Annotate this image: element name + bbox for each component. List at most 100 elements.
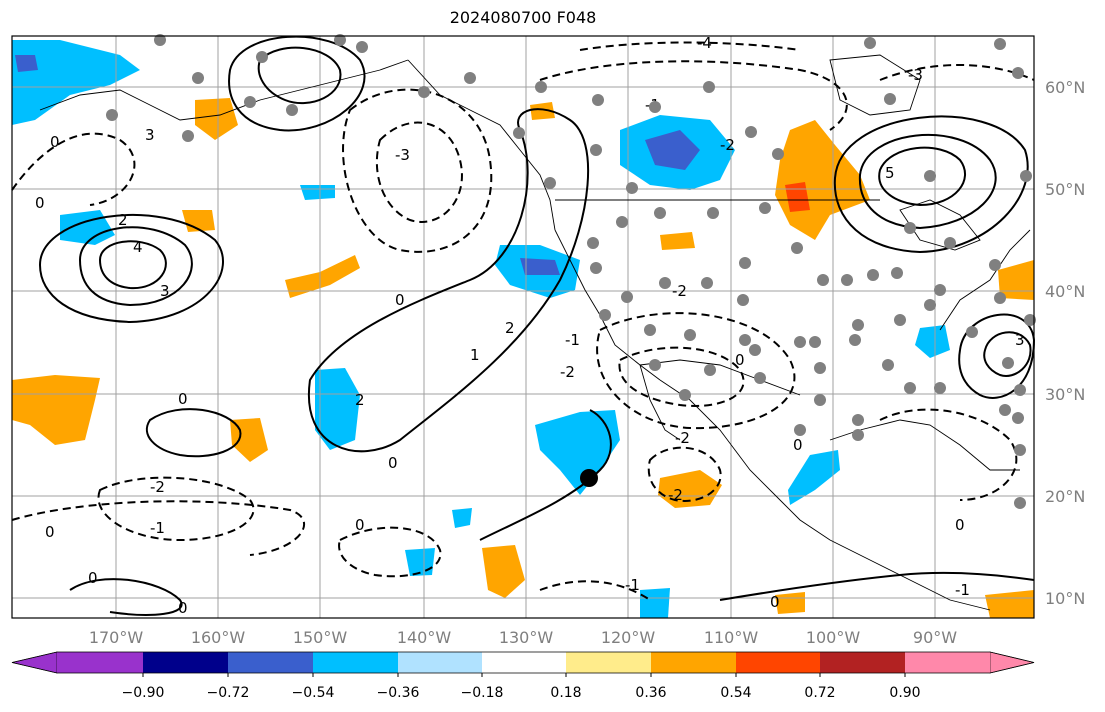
station-dot [745, 126, 757, 138]
station-dot [704, 364, 716, 376]
station-dot [654, 207, 666, 219]
clab-1-ridge: 1 [470, 346, 480, 364]
clab-3-se: 3 [1015, 331, 1025, 349]
station-dot [356, 41, 368, 53]
station-dot [649, 359, 661, 371]
shade-bc-blue-dark [645, 130, 700, 170]
hudson-bay [829, 54, 921, 116]
station-dot [587, 237, 599, 249]
station-dot [994, 38, 1006, 50]
longitude-label: 100°W [806, 628, 861, 647]
shade-south-orange [482, 545, 525, 598]
colorbar-tick-label: 0.90 [889, 685, 920, 701]
station-dot [759, 202, 771, 214]
station-dot [256, 51, 268, 63]
contour-neg-13 [879, 408, 1018, 501]
station-dot [814, 362, 826, 374]
clab-neg2-mex2: -2 [675, 429, 690, 447]
contour-low-alaska-outer [228, 35, 366, 132]
station-dot [966, 326, 978, 338]
station-dot [182, 130, 194, 142]
shade-small-orange-3 [998, 260, 1034, 300]
clab-neg2-bc: -2 [720, 136, 735, 154]
shade-small-orange-4 [985, 590, 1034, 618]
clab-2-mid: 2 [355, 391, 365, 409]
clab-3-west: 3 [160, 282, 170, 300]
coast-alaska [39, 59, 409, 121]
contour-zero-south [69, 578, 183, 616]
station-dot [644, 324, 656, 336]
station-dot [1024, 314, 1036, 326]
contour-neg-5 [647, 446, 722, 502]
clab-0-mid2: 0 [355, 516, 365, 534]
contour-neg-14 [539, 580, 651, 601]
station-dot [994, 292, 1006, 304]
coast-bc [407, 59, 556, 231]
colorbar-tick-label: −0.90 [122, 685, 165, 701]
contour-neg-9 [539, 60, 848, 131]
colorbar-segment [57, 652, 143, 673]
station-dot [754, 372, 766, 384]
station-dot [679, 389, 691, 401]
station-dot [924, 299, 936, 311]
lakes [899, 199, 981, 251]
station-dot [852, 414, 864, 426]
clab-0-bot: 0 [770, 593, 780, 611]
shade-small-blue-1 [300, 185, 335, 200]
station-dot [286, 104, 298, 116]
latitude-label: 20°N [1045, 487, 1085, 506]
station-dots [106, 34, 1036, 509]
colorbar-tick-label: −0.36 [377, 685, 420, 701]
contour-neg-8 [338, 526, 442, 578]
border-us-mexico [639, 359, 801, 396]
coast-baja [639, 364, 681, 441]
latitude-label: 40°N [1045, 282, 1085, 301]
station-dot [999, 404, 1011, 416]
colorbar: −0.90 −0.72 −0.54 −0.36 −0.18 0.18 0.36 0.54 0.7… [11, 651, 1035, 701]
colorbar-segment [398, 652, 482, 673]
longitude-label: 110°W [704, 628, 759, 647]
shade-mid-orange-2 [285, 255, 360, 298]
station-dot [590, 144, 602, 156]
latitude-label: 30°N [1045, 385, 1085, 404]
station-dot [749, 344, 761, 356]
shade-east-blue [915, 325, 950, 358]
longitude-label: 140°W [397, 628, 452, 647]
longitude-label: 130°W [499, 628, 554, 647]
clab-0-gulf: 0 [793, 436, 803, 454]
shade-mex-orange [658, 470, 722, 508]
contour-neg-12 [11, 132, 136, 206]
clab-0-se: 0 [955, 516, 965, 534]
clab-neg4-n: -4 [697, 34, 712, 52]
colorbar-tick-label: −0.54 [292, 685, 335, 701]
station-dot [418, 86, 430, 98]
clab-4-west: 4 [133, 238, 143, 256]
shade-small-blue-4 [640, 588, 670, 618]
contour-low-west-mid [78, 226, 193, 307]
colorbar-tick-label: 0.72 [804, 685, 835, 701]
station-dot [884, 93, 896, 105]
station-dot [739, 257, 751, 269]
shade-small-orange-2 [660, 232, 695, 250]
station-dot [1014, 497, 1026, 509]
station-dot [814, 394, 826, 406]
colorbar-segment [736, 652, 820, 673]
clab-0-lower: 0 [388, 454, 398, 472]
clab-3-alaska: 3 [145, 126, 155, 144]
clab-neg2-sw: -2 [150, 478, 165, 496]
map-area: 4 3 2 3 0 0 2 1 0 2 0 0 -3 -2 -1 0 0 0 0… [11, 34, 1036, 619]
shade-sub-blue [535, 410, 620, 495]
station-dot [1014, 444, 1026, 456]
contour-south-mid [479, 409, 612, 541]
contour-ridge-2 [145, 408, 242, 458]
station-dot [1014, 384, 1026, 396]
clab-0-ridge: 0 [395, 291, 405, 309]
colorbar-segment [313, 652, 398, 673]
station-dot [592, 94, 604, 106]
shade-pnw-blue-dark [520, 258, 560, 275]
station-dot [894, 314, 906, 326]
colorbar-tick-label: 0.36 [635, 685, 666, 701]
station-dot [621, 291, 633, 303]
station-dot [590, 262, 602, 274]
station-dot [904, 382, 916, 394]
